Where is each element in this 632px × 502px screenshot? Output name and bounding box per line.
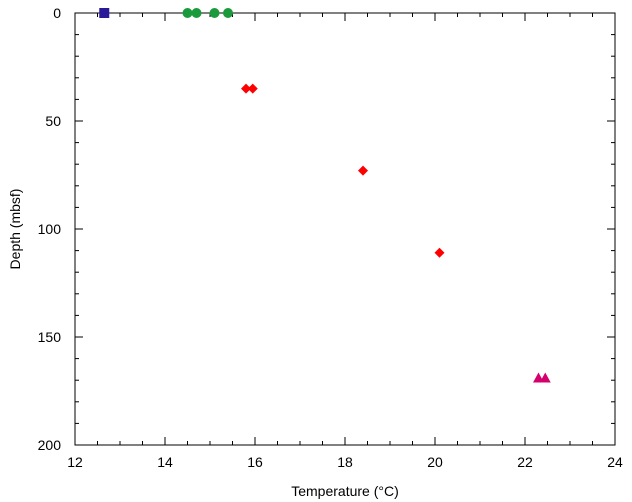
x-tick-label: 14 (157, 454, 173, 470)
data-point-diamond (247, 83, 258, 94)
data-point-circle (223, 8, 233, 18)
x-tick-label: 12 (67, 454, 83, 470)
data-point-diamond (358, 165, 368, 176)
tick-labels-group: 12 14 16 18 20 22 24 0 50 100 150 200 (38, 5, 623, 470)
plot-frame-group (74, 12, 616, 446)
y-tick-label: 200 (38, 437, 62, 453)
data-point-circle (191, 8, 202, 18)
y-tick-label: 100 (38, 221, 62, 237)
ticks-group (74, 12, 616, 446)
data-point-circle (182, 8, 193, 18)
x-axis-title: Temperature (°C) (291, 483, 399, 499)
data-point-circle (209, 8, 220, 18)
y-tick-label: 150 (38, 329, 62, 345)
data-point-square (99, 8, 110, 18)
y-tick-label: 50 (45, 113, 61, 129)
x-tick-label: 18 (337, 454, 353, 470)
x-tick-label: 16 (247, 454, 263, 470)
data-point-diamond (241, 83, 251, 94)
data-points-group (99, 8, 551, 383)
x-tick-label: 24 (607, 454, 623, 470)
y-axis-title: Depth (mbsf) (7, 189, 23, 270)
x-tick-label: 22 (517, 454, 533, 470)
y-tick-label: 0 (53, 5, 61, 21)
x-tick-label: 20 (427, 454, 443, 470)
data-point-diamond (434, 247, 445, 258)
data-point-triangle (539, 372, 551, 383)
plot-frame (74, 12, 616, 446)
